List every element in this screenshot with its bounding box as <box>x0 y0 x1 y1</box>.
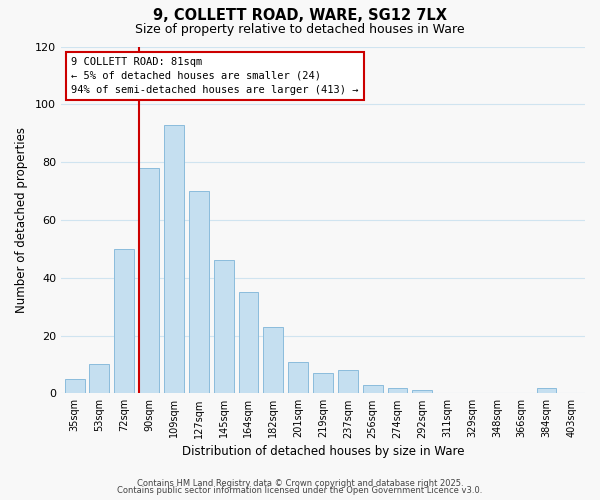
Bar <box>115 249 134 394</box>
Bar <box>214 260 233 394</box>
Bar <box>89 364 109 394</box>
Text: 9 COLLETT ROAD: 81sqm
← 5% of detached houses are smaller (24)
94% of semi-detac: 9 COLLETT ROAD: 81sqm ← 5% of detached h… <box>71 57 359 95</box>
Text: Size of property relative to detached houses in Ware: Size of property relative to detached ho… <box>135 22 465 36</box>
Bar <box>239 292 259 394</box>
Bar <box>313 373 333 394</box>
Bar <box>412 390 432 394</box>
Bar <box>164 124 184 394</box>
Bar <box>536 388 556 394</box>
Bar <box>65 379 85 394</box>
Bar <box>263 327 283 394</box>
Text: Contains HM Land Registry data © Crown copyright and database right 2025.: Contains HM Land Registry data © Crown c… <box>137 478 463 488</box>
Bar <box>139 168 159 394</box>
Bar <box>288 362 308 394</box>
Bar <box>363 384 383 394</box>
Text: 9, COLLETT ROAD, WARE, SG12 7LX: 9, COLLETT ROAD, WARE, SG12 7LX <box>153 8 447 22</box>
Bar <box>189 191 209 394</box>
X-axis label: Distribution of detached houses by size in Ware: Distribution of detached houses by size … <box>182 444 464 458</box>
Y-axis label: Number of detached properties: Number of detached properties <box>15 127 28 313</box>
Bar <box>338 370 358 394</box>
Bar <box>388 388 407 394</box>
Text: Contains public sector information licensed under the Open Government Licence v3: Contains public sector information licen… <box>118 486 482 495</box>
